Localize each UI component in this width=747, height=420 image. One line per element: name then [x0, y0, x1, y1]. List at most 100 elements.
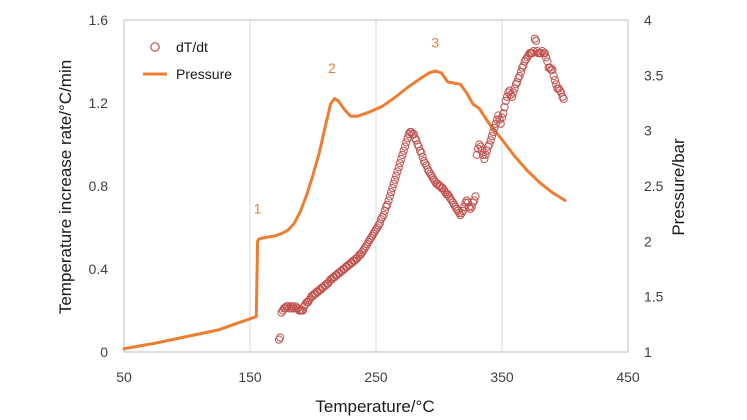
dtdt-point: [384, 196, 393, 205]
y2-tick-label: 2: [644, 233, 652, 249]
plot-frame: [123, 19, 629, 353]
y2-tick-label: 2.5: [644, 178, 664, 194]
dtdt-point: [548, 65, 557, 74]
dtdt-point: [281, 304, 290, 313]
dtdt-point: [356, 250, 365, 259]
y-tick-label: 1.6: [89, 12, 109, 28]
plot-area-border: [123, 19, 629, 353]
dtdt-point: [495, 115, 504, 124]
dtdt-point: [458, 206, 467, 215]
dtdt-point: [394, 163, 403, 172]
dtdt-point: [402, 138, 411, 147]
left-y-axis-title: Temperature increase rate/°C/min: [56, 60, 75, 314]
dtdt-point: [389, 179, 398, 188]
dtdt-point: [490, 123, 499, 133]
dtdt-point: [395, 159, 404, 168]
x-tick-label: 250: [364, 369, 388, 385]
y2-tick-label: 3: [644, 123, 652, 139]
dtdt-point: [368, 231, 377, 240]
dtdt-point: [428, 173, 437, 182]
x-tick-label: 150: [238, 369, 262, 385]
dtdt-point: [486, 136, 495, 145]
dtdt-point: [520, 57, 529, 66]
dtdt-point: [360, 244, 369, 253]
dtdt-point: [404, 130, 413, 139]
dtdt-point: [470, 196, 479, 205]
dtdt-point: [509, 88, 518, 97]
dtdt-point: [288, 302, 297, 311]
dtdt-point: [480, 154, 489, 164]
dtdt-point: [499, 109, 508, 118]
dtdt-point: [531, 36, 541, 45]
dtdt-point: [390, 175, 399, 184]
dtdt-point: [445, 192, 454, 201]
y2-tick-label: 3.5: [644, 67, 664, 83]
right-y-axis-tick-labels: 1 1.5 2 2.5 3 3.5 4: [644, 12, 664, 360]
legend-pressure-label: Pressure: [176, 66, 232, 82]
dtdt-point: [373, 223, 382, 232]
dtdt-point: [400, 142, 410, 151]
dtdt-point: [554, 84, 563, 93]
y-tick-label: 0.8: [89, 178, 109, 194]
dtdt-point: [361, 242, 370, 251]
dtdt-point: [399, 146, 408, 155]
annotation-label: 3: [431, 35, 439, 51]
dtdt-point: [558, 92, 567, 101]
dtdt-point: [540, 49, 549, 58]
dtdt-point: [456, 211, 465, 220]
dtdt-point: [423, 165, 432, 174]
dtdt-point: [287, 304, 296, 313]
dtdt-point: [397, 154, 406, 164]
x-tick-label: 450: [616, 369, 640, 385]
dtdt-point: [359, 246, 368, 255]
dtdt-point: [364, 237, 373, 247]
peak-annotations: 1 2 3: [254, 35, 440, 217]
dtdt-point: [472, 150, 481, 159]
dtdt-point: [427, 171, 436, 180]
dtdt-point: [494, 111, 503, 120]
dtdt-point: [388, 184, 397, 193]
dtdt-point: [398, 150, 407, 159]
legend-dtdt-label: dT/dt: [176, 39, 208, 55]
dtdt-point: [383, 200, 392, 209]
dtdt-point: [365, 235, 374, 244]
dtdt-point: [450, 200, 459, 209]
dtdt-point: [545, 63, 555, 72]
x-tick-label: 50: [116, 369, 132, 385]
annotation-label: 2: [328, 60, 336, 76]
dtdt-point: [407, 128, 416, 137]
legend: dT/dt Pressure: [143, 39, 232, 82]
dtdt-point: [276, 333, 285, 342]
dtdt-point: [424, 167, 433, 176]
dtdt-point: [542, 53, 551, 62]
dtdt-point: [501, 96, 510, 106]
dtdt-point: [549, 71, 558, 81]
y2-tick-label: 4: [644, 12, 652, 28]
dtdt-point: [371, 225, 381, 234]
dtdt-point: [485, 140, 494, 149]
dtdt-point: [537, 49, 546, 58]
dtdt-point: [419, 157, 428, 166]
dtdt-point: [369, 229, 378, 238]
dtdt-point: [363, 240, 372, 249]
dtdt-point: [393, 167, 402, 176]
left-y-axis-tick-labels: 0 0.4 0.8 1.2 1.6: [89, 12, 109, 360]
dtdt-point: [489, 128, 498, 137]
dtdt-point: [500, 103, 509, 112]
dtdt-point: [358, 248, 367, 257]
dtdt-point: [370, 227, 379, 236]
dtdt-point: [448, 198, 457, 207]
dtdt-point: [507, 92, 517, 101]
dtdt-series: [274, 34, 568, 344]
y2-tick-label: 1: [644, 344, 652, 360]
dtdt-point: [274, 335, 284, 344]
dtdt-point: [438, 184, 447, 193]
dtdt-point: [446, 194, 455, 203]
dtdt-point: [451, 202, 460, 211]
dtdt-point: [366, 233, 376, 242]
dtdt-point: [538, 47, 547, 56]
x-tick-label: 350: [490, 369, 514, 385]
dtdt-point: [487, 132, 496, 141]
y-tick-label: 1.2: [89, 95, 109, 111]
